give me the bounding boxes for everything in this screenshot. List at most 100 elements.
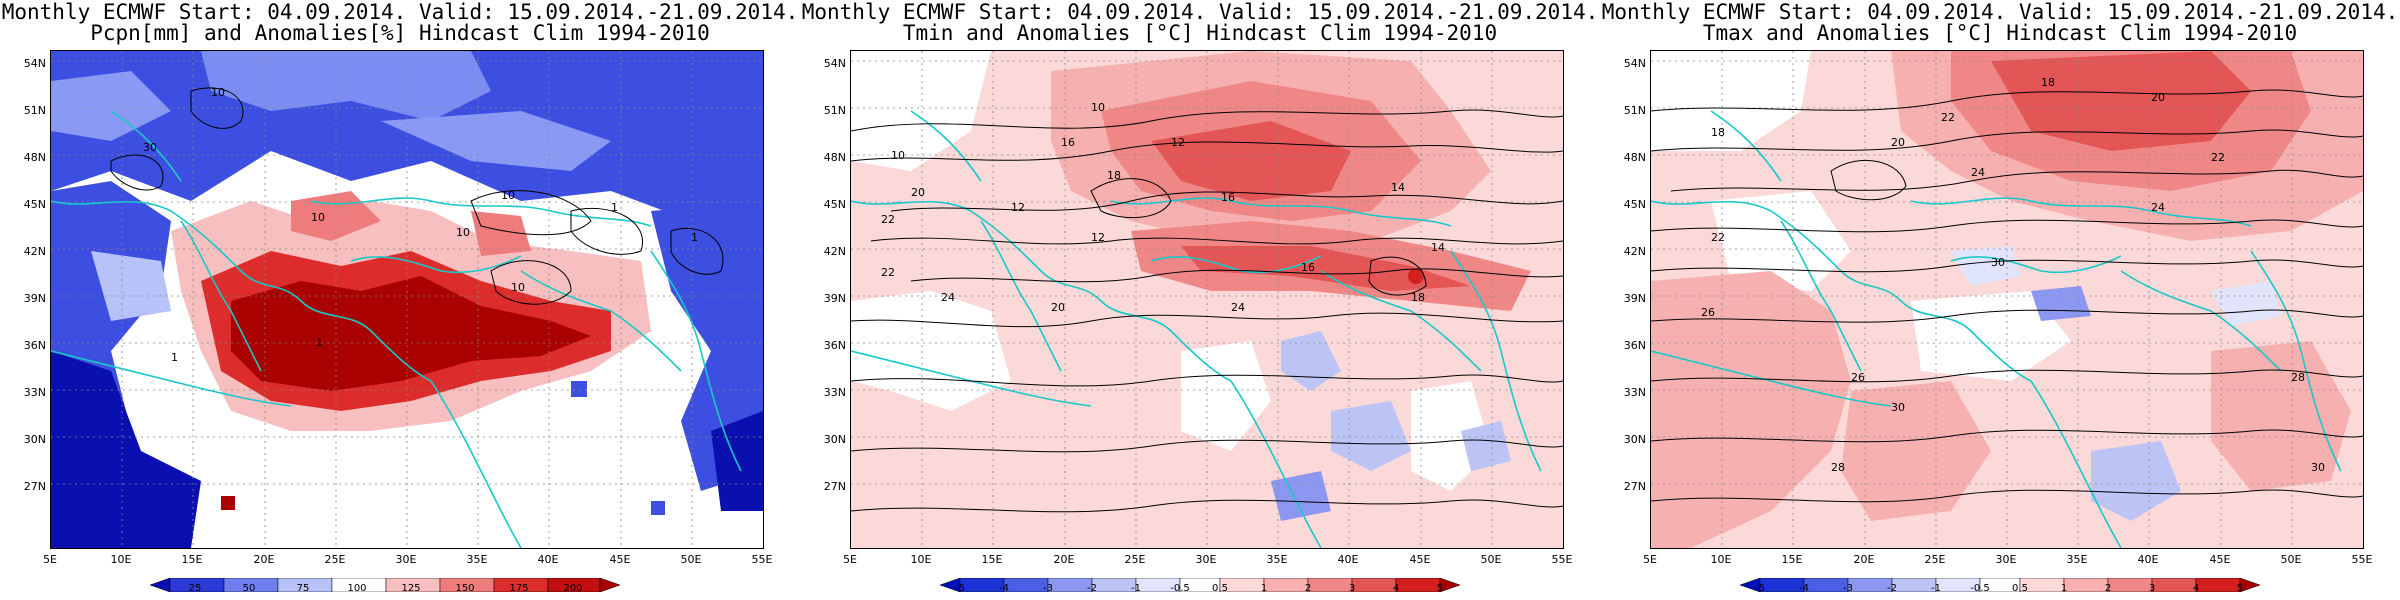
svg-text:16: 16: [1221, 191, 1235, 204]
lon-label: 55E: [751, 553, 773, 566]
lon-label: 15E: [181, 553, 203, 566]
svg-text:10: 10: [511, 281, 525, 294]
lat-label: 36N: [23, 339, 46, 352]
lon-label: 5E: [843, 553, 857, 566]
colorbar-label: 200: [563, 583, 583, 594]
lat-label: 45N: [823, 198, 846, 211]
colorbar-label: 2: [1304, 583, 1312, 594]
panel-title-line2: Tmin and Anomalies [°C] Hindcast Clim 19…: [902, 21, 1498, 45]
svg-text:10: 10: [891, 149, 905, 162]
svg-text:14: 14: [1431, 241, 1445, 254]
svg-text:28: 28: [2291, 371, 2305, 384]
svg-text:10: 10: [1091, 101, 1105, 114]
svg-text:18: 18: [1711, 126, 1725, 139]
svg-text:12: 12: [1091, 231, 1105, 244]
tmin-map-graphic: 10 12 10 16 14 18 12 16 20 22 24 16 18 2…: [851, 51, 1563, 548]
lon-label: 55E: [1551, 553, 1573, 566]
svg-text:18: 18: [1107, 169, 1121, 182]
lat-label: 33N: [1623, 386, 1646, 399]
lat-label: 33N: [823, 386, 846, 399]
tmin-contour-labels: 10 12 10 16 14 18 12 16 20 22 24 16 18 2…: [881, 101, 1445, 314]
lat-label: 30N: [23, 433, 46, 446]
colorbar-label: -4: [1799, 583, 1809, 594]
tmin-colorbar: [940, 578, 1460, 592]
colorbar-label: -5: [955, 583, 965, 594]
lat-label: 48N: [23, 151, 46, 164]
lon-label: 20E: [1053, 553, 1075, 566]
colorbar-label: 50: [242, 583, 256, 594]
lon-label: 40E: [2137, 553, 2159, 566]
lat-label: 36N: [1623, 339, 1646, 352]
lat-label: 51N: [23, 104, 46, 117]
svg-text:10: 10: [211, 86, 225, 99]
colorbar-label: 0.5: [1212, 583, 1228, 594]
svg-text:12: 12: [1171, 136, 1185, 149]
precip-map-graphic: 10 30 10 1 10 10 1 10 1 1: [51, 51, 763, 548]
colorbar-label: -5: [1755, 583, 1765, 594]
lat-label: 54N: [1623, 57, 1646, 70]
lat-label: 54N: [823, 57, 846, 70]
colorbar-label: 3: [2148, 583, 2156, 594]
svg-text:30: 30: [1891, 401, 1905, 414]
colorbar-label: 150: [455, 583, 475, 594]
svg-text:22: 22: [881, 266, 895, 279]
lon-label: 10E: [110, 553, 132, 566]
lat-label: 51N: [1623, 104, 1646, 117]
svg-text:20: 20: [2151, 91, 2165, 104]
lat-label: 36N: [823, 339, 846, 352]
tmax-map: 18 20 22 18 20 24 22 24 22 26 30 28 26 3…: [1650, 50, 2364, 549]
tmax-contour-labels: 18 20 22 18 20 24 22 24 22 26 30 28 26 3…: [1701, 76, 2325, 474]
svg-text:1: 1: [171, 351, 178, 364]
lon-label: 45E: [1409, 553, 1431, 566]
tmax-panel: Monthly ECMWF Start: 04.09.2014. Valid: …: [1600, 0, 2400, 600]
lat-label: 39N: [1623, 292, 1646, 305]
lon-label: 35E: [2066, 553, 2088, 566]
colorbar-label: 1: [2060, 583, 2068, 594]
lat-label: 48N: [823, 151, 846, 164]
lat-label: 54N: [23, 57, 46, 70]
svg-text:22: 22: [2211, 151, 2225, 164]
colorbar-label: 0.5: [2012, 583, 2028, 594]
colorbar-label: -1: [1131, 583, 1141, 594]
svg-text:22: 22: [1941, 111, 1955, 124]
svg-text:22: 22: [881, 213, 895, 226]
lat-label: 51N: [823, 104, 846, 117]
svg-text:10: 10: [311, 211, 325, 224]
panel-title-line1: Monthly ECMWF Start: 04.09.2014. Valid: …: [1, 0, 799, 24]
lon-label: 35E: [466, 553, 488, 566]
lon-label: 20E: [253, 553, 275, 566]
lat-label: 30N: [1623, 433, 1646, 446]
svg-text:28: 28: [1831, 461, 1845, 474]
svg-text:20: 20: [1891, 136, 1905, 149]
tmin-panel: Monthly ECMWF Start: 04.09.2014. Valid: …: [800, 0, 1600, 600]
svg-text:24: 24: [1971, 166, 1985, 179]
colorbar-label: -2: [1887, 583, 1897, 594]
lat-label: 39N: [23, 292, 46, 305]
tmax-colorbar: [1740, 578, 2260, 592]
colorbar-label: 25: [188, 583, 202, 594]
colorbar-label: 100: [347, 583, 367, 594]
svg-text:30: 30: [143, 141, 157, 154]
svg-text:26: 26: [1851, 371, 1865, 384]
lon-label: 10E: [1710, 553, 1732, 566]
lat-label: 42N: [23, 245, 46, 258]
lon-label: 35E: [1266, 553, 1288, 566]
colorbar-label: 5: [1436, 583, 1444, 594]
svg-text:1: 1: [691, 231, 698, 244]
svg-text:14: 14: [1391, 181, 1405, 194]
lat-label: 30N: [823, 433, 846, 446]
precip-panel: Monthly ECMWF Start: 04.09.2014. Valid: …: [0, 0, 800, 600]
lon-label: 50E: [1480, 553, 1502, 566]
lat-label: 42N: [823, 245, 846, 258]
colorbar-label: -4: [999, 583, 1009, 594]
lon-label: 25E: [1924, 553, 1946, 566]
svg-text:20: 20: [1051, 301, 1065, 314]
lon-label: 30E: [1195, 553, 1217, 566]
svg-text:24: 24: [2151, 201, 2165, 214]
lon-label: 5E: [43, 553, 57, 566]
precip-colorbar: [150, 578, 620, 592]
lat-label: 39N: [823, 292, 846, 305]
svg-text:12: 12: [1011, 201, 1025, 214]
colorbar-label: -0.5: [1970, 583, 1990, 594]
colorbar-label: 2: [2104, 583, 2112, 594]
